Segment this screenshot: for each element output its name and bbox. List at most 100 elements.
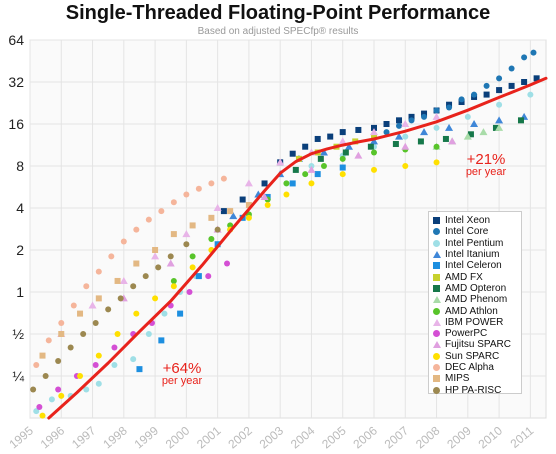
data-point-amd-athlon <box>189 253 196 260</box>
data-point-intel-xeon <box>314 135 321 142</box>
data-point-intel-pentium <box>402 133 409 140</box>
legend-item: Intel Itanium <box>433 249 517 260</box>
data-point-sun-sparc <box>283 191 290 198</box>
x-tick-label: 2003 <box>257 423 287 451</box>
legend-label: Fujitsu SPARC <box>445 339 511 351</box>
x-tick-label: 2011 <box>508 423 537 451</box>
data-point-ibm-power <box>370 128 378 136</box>
data-point-sun-sparc <box>245 214 252 221</box>
data-point-dec-alpha <box>83 283 90 290</box>
legend-marker-icon <box>433 251 441 259</box>
data-point-amd-opteron <box>442 135 449 142</box>
data-point-intel-celeron <box>289 180 296 187</box>
data-point-ibm-power <box>401 120 410 127</box>
data-point-intel-celeron <box>339 164 346 171</box>
annotation-early-label: per year <box>161 375 203 387</box>
trend-line <box>47 76 548 420</box>
data-point-sun-sparc <box>433 159 440 166</box>
legend-marker-icon <box>433 318 441 326</box>
data-point-powerpc <box>55 386 62 393</box>
legend-label: Intel Pentium <box>445 237 504 249</box>
x-tick-label: 2010 <box>476 423 506 451</box>
legend-item: Intel Core <box>433 226 517 237</box>
legend-label: DEC Alpha <box>445 362 494 373</box>
y-tick-label: ½ <box>12 326 24 342</box>
legend-item: MIPS <box>433 373 517 384</box>
data-point-intel-core <box>508 65 515 72</box>
data-point-hp-pa-risc <box>130 283 137 290</box>
x-tick-label: 2007 <box>382 423 412 451</box>
data-point-intel-xeon <box>302 143 309 150</box>
y-tick-label: ¼ <box>12 368 24 384</box>
data-point-powerpc <box>36 403 43 410</box>
data-point-amd-opteron <box>317 155 324 162</box>
legend-label: Intel Itanium <box>445 249 500 261</box>
data-point-amd-athlon <box>227 222 234 229</box>
data-point-dec-alpha <box>58 319 65 326</box>
data-point-sun-sparc <box>39 412 46 419</box>
annotation-late-label: per year <box>465 166 507 178</box>
data-point-intel-itanium <box>420 128 429 136</box>
data-point-intel-xeon <box>371 124 377 131</box>
data-point-hp-pa-risc <box>214 226 221 233</box>
legend-label: Intel Celeron <box>445 260 502 272</box>
legend-item: IBM POWER <box>433 317 517 328</box>
data-point-intel-xeon <box>408 113 415 120</box>
legend-label: AMD Athlon <box>445 305 498 317</box>
data-point-intel-xeon <box>239 196 246 203</box>
data-point-amd-athlon <box>339 155 346 162</box>
data-point-sun-sparc <box>133 310 140 317</box>
legend-marker-icon <box>433 341 441 349</box>
data-point-hp-pa-risc <box>42 373 49 379</box>
data-point-mips <box>245 202 252 209</box>
data-point-ibm-power <box>119 276 128 284</box>
data-point-intel-itanium <box>370 137 378 145</box>
data-point-ibm-power <box>244 179 253 187</box>
annotation-late-value: +21% <box>466 151 506 168</box>
data-point-intel-core <box>483 82 490 89</box>
data-point-mips <box>39 352 46 359</box>
trend-line-group <box>47 76 548 420</box>
legend-label: HP PA-RISC <box>445 384 502 396</box>
data-point-sun-sparc <box>58 392 65 399</box>
data-point-fujitsu-sparc <box>401 142 410 150</box>
x-tick-label: 2002 <box>225 423 255 451</box>
legend-marker-icon <box>433 307 440 315</box>
data-point-sun-sparc <box>308 180 315 187</box>
data-point-intel-core <box>471 91 478 98</box>
data-point-sun-sparc <box>152 295 159 302</box>
data-point-hp-pa-risc <box>117 295 124 302</box>
data-point-ibm-power <box>338 137 347 145</box>
data-point-intel-pentium <box>145 331 152 337</box>
data-point-intel-pentium <box>433 124 440 131</box>
data-point-intel-celeron <box>136 366 143 373</box>
data-point-dec-alpha <box>220 175 227 182</box>
data-point-powerpc <box>111 344 118 351</box>
data-point-mips <box>227 208 234 215</box>
legend-marker-icon <box>433 284 440 292</box>
data-point-intel-pentium <box>496 101 503 108</box>
data-point-intel-xeon <box>383 121 390 127</box>
data-point-powerpc <box>186 289 193 295</box>
legend-item: AMD FX <box>433 271 517 283</box>
data-point-intel-xeon <box>396 117 403 124</box>
x-tick-labels: 1995 1996 1997 1998 1999 2000 2001 2002 2003 2004… <box>6 423 536 451</box>
data-point-powerpc <box>224 260 231 267</box>
data-point-fujitsu-sparc <box>260 192 269 200</box>
data-point-dec-alpha <box>95 268 102 275</box>
data-point-intel-xeon <box>421 110 428 117</box>
data-point-intel-core <box>446 104 453 111</box>
chart-title: Single-Threaded Floating-Point Performan… <box>65 2 491 24</box>
chart-subtitle: Based on adjusted SPECfp® results <box>197 26 359 37</box>
data-point-ibm-power <box>88 301 97 309</box>
x-tick-label: 1998 <box>100 423 130 451</box>
data-point-dec-alpha <box>33 361 40 368</box>
data-point-hp-pa-risc <box>155 264 162 271</box>
data-point-mips <box>170 231 177 238</box>
x-tick-label: 2006 <box>350 423 380 451</box>
data-point-intel-core <box>433 107 440 114</box>
data-point-sun-sparc <box>189 264 196 271</box>
legend-label: Sun SPARC <box>445 350 500 362</box>
x-tick-label: 1995 <box>6 423 36 451</box>
data-point-mips <box>208 214 215 221</box>
